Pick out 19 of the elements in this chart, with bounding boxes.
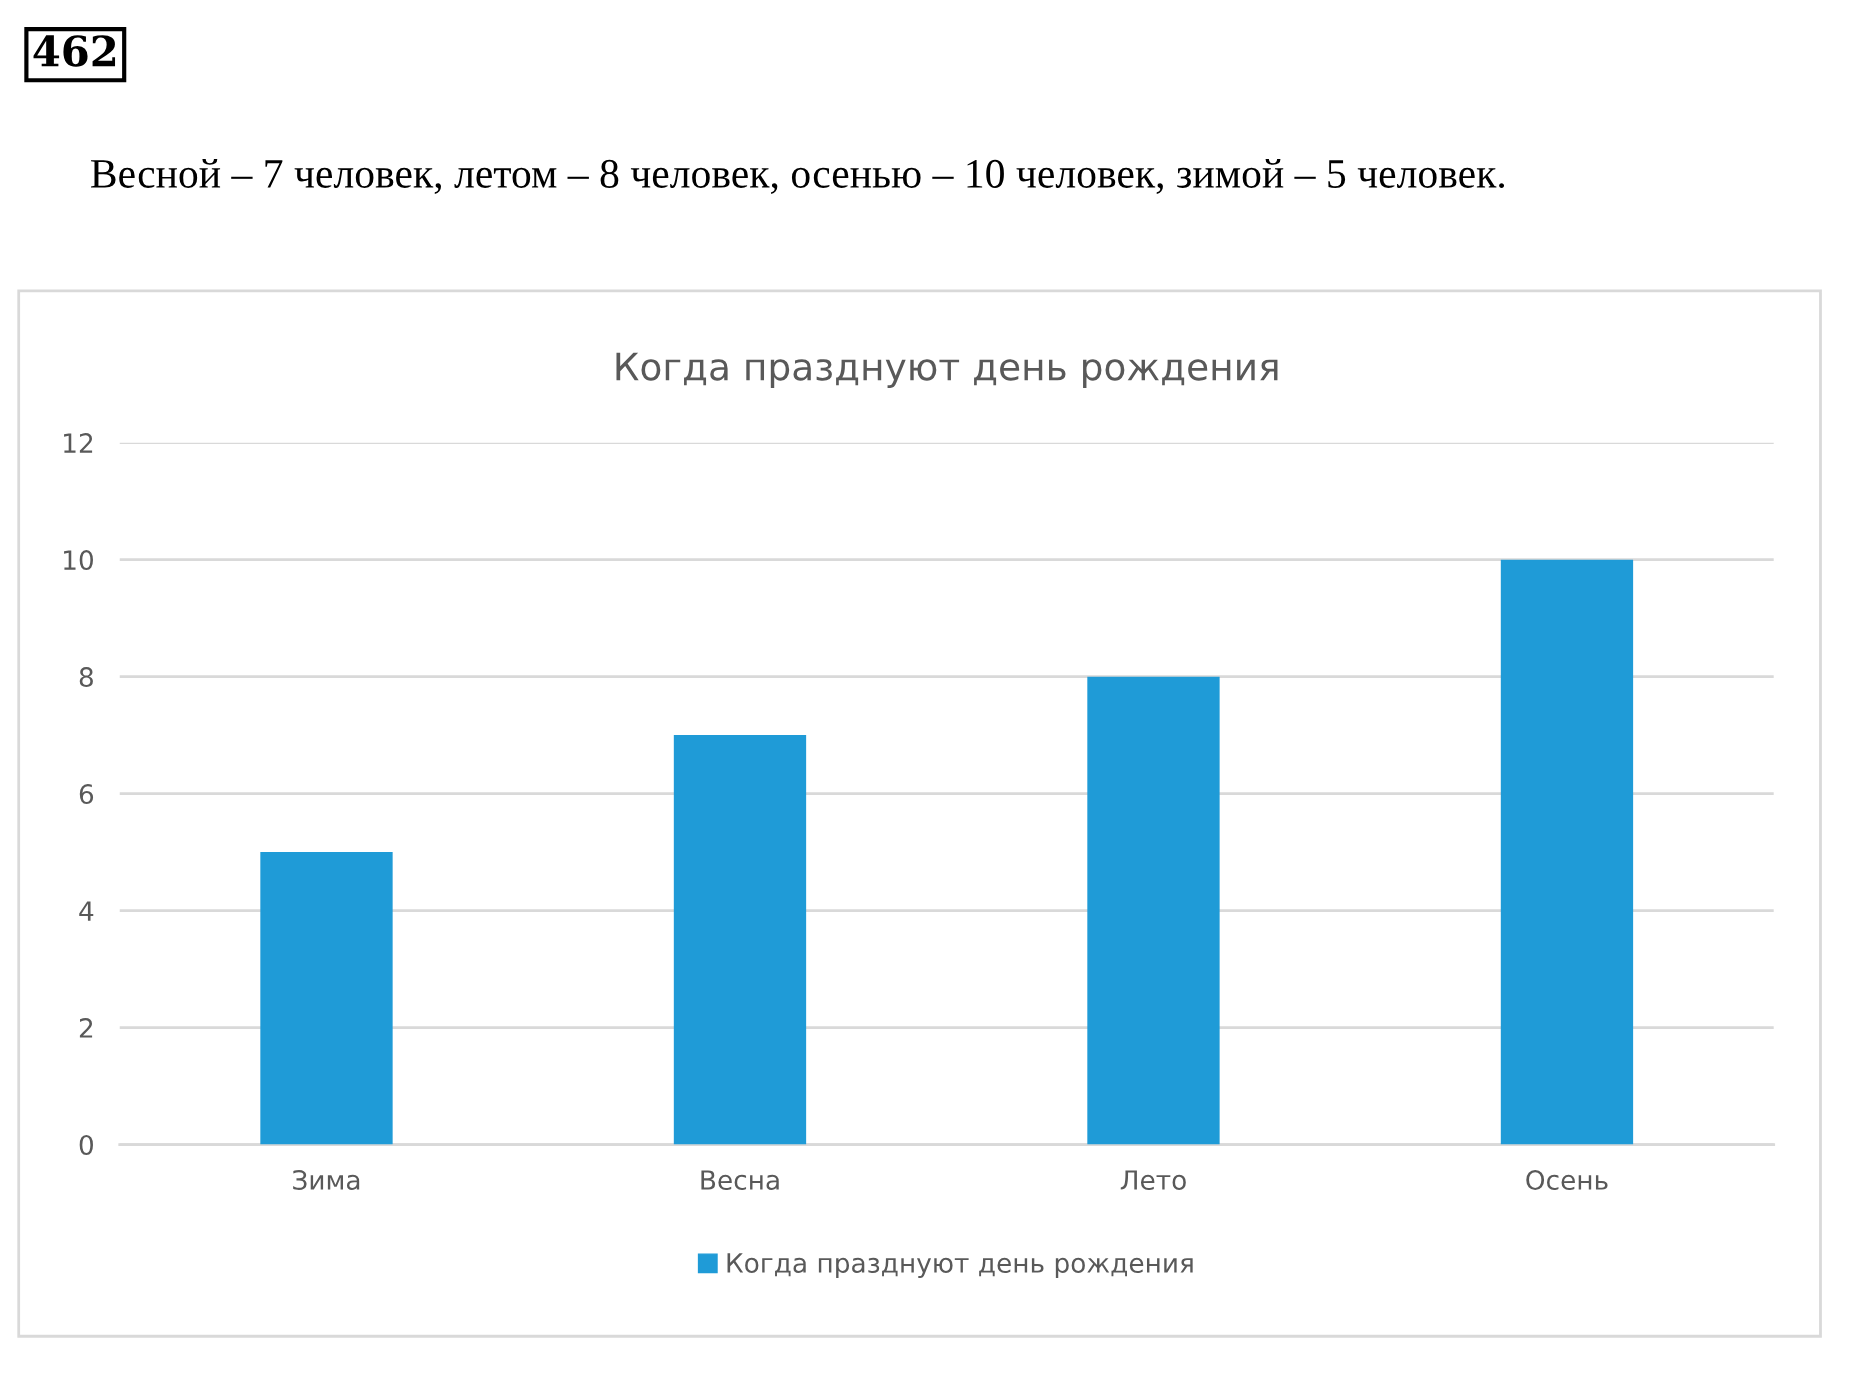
x-tick-label: Лето — [1120, 1170, 1186, 1190]
x-tick-label: Осень — [1526, 1170, 1608, 1190]
y-tick-label: 2 — [79, 1018, 93, 1038]
y-tick-label: 10 — [64, 550, 93, 571]
y-tick-label: 12 — [64, 433, 93, 453]
legend-label: Когда празднуют день рождения — [727, 1253, 1193, 1279]
x-tick-label: Весна — [701, 1170, 779, 1190]
y-tick-label: 8 — [79, 667, 93, 688]
bar — [1087, 676, 1220, 1145]
text: Весной – 7 человек, летом – 8 человек, осенью – 10 человек, зимой – 5 человек. — [91, 158, 1505, 194]
y-tick-label: 4 — [79, 901, 94, 921]
bar — [1500, 559, 1634, 1145]
bar — [673, 735, 807, 1145]
text: 462 — [33, 35, 116, 67]
y-tick-label: 0 — [79, 1135, 93, 1155]
chart-title: Когда празднуют день рождения — [616, 352, 1278, 388]
y-tick-label: 6 — [79, 784, 94, 805]
bar — [260, 852, 393, 1145]
x-tick-label: Зима — [293, 1170, 360, 1190]
